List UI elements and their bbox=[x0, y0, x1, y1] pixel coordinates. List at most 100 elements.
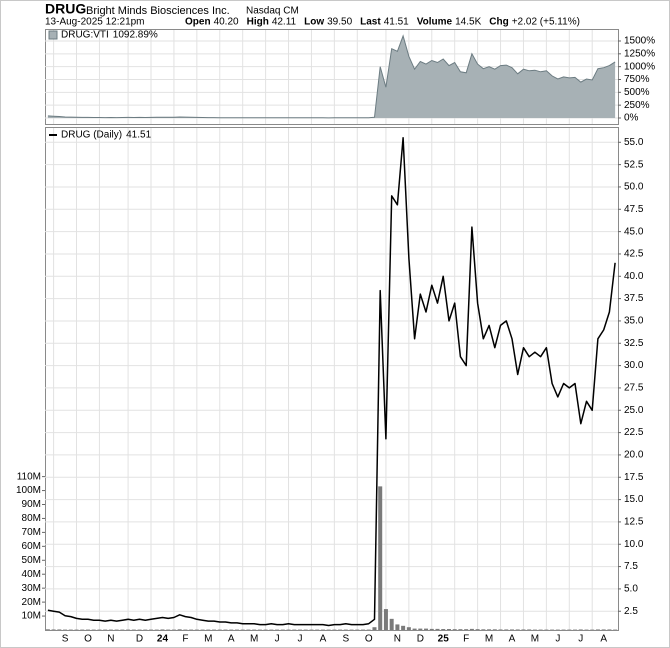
exchange: Nasdaq CM bbox=[246, 6, 299, 17]
volume-bar bbox=[469, 628, 474, 630]
quote-value: +2.02 (+5.11%) bbox=[512, 17, 580, 28]
x-tick-label: O bbox=[365, 634, 373, 645]
x-tick-label: A bbox=[509, 634, 516, 645]
volume-bar bbox=[372, 627, 377, 630]
y2-tick-label: 90M bbox=[22, 499, 41, 510]
y-tick-label: 5.0 bbox=[624, 584, 638, 595]
volume-bar bbox=[464, 629, 469, 630]
y-tick-label: 50.0 bbox=[624, 182, 644, 193]
y-tick-label: 45.0 bbox=[624, 226, 644, 237]
volume-bar bbox=[401, 625, 406, 630]
quote: Open 40.20 High 42.11 Low 39.50 Last 41.51 Volum… bbox=[185, 17, 580, 28]
volume-bar bbox=[487, 629, 492, 630]
volume-bar bbox=[498, 629, 503, 630]
volume-bar bbox=[177, 629, 182, 630]
y-tick-label: 17.5 bbox=[624, 472, 644, 483]
y-tick-label: 20.0 bbox=[624, 450, 644, 461]
y-tick-label: 30.0 bbox=[624, 360, 644, 371]
volume-bar bbox=[504, 629, 509, 630]
volume-bar bbox=[418, 628, 423, 630]
legend-name: DRUG:VTI bbox=[61, 30, 109, 41]
price-panel bbox=[45, 127, 619, 631]
volume-bar bbox=[492, 629, 497, 630]
x-tick-label: O bbox=[84, 634, 92, 645]
x-tick-label: A bbox=[600, 634, 607, 645]
rs-panel bbox=[45, 29, 619, 125]
legend-value: 41.51 bbox=[126, 130, 151, 141]
quote-value: 39.50 bbox=[327, 17, 352, 28]
quote-value: 41.51 bbox=[384, 17, 409, 28]
y-tick-label: 15.0 bbox=[624, 494, 644, 505]
quote-value: 40.20 bbox=[214, 17, 239, 28]
y3-tick-label: 250% bbox=[624, 100, 650, 111]
quote-label: Volume bbox=[417, 17, 453, 28]
y2-tick-label: 10M bbox=[22, 611, 41, 622]
volume-bar bbox=[424, 628, 429, 630]
volume-bar bbox=[527, 629, 532, 630]
x-tick-label: M bbox=[250, 634, 258, 645]
y2-tick-label: 50M bbox=[22, 555, 41, 566]
volume-bar bbox=[383, 609, 388, 630]
y2-tick-label: 30M bbox=[22, 583, 41, 594]
y-tick-label: 47.5 bbox=[624, 204, 644, 215]
y-tick-label: 22.5 bbox=[624, 427, 644, 438]
x-tick-label: M bbox=[485, 634, 493, 645]
volume-bar bbox=[57, 629, 62, 630]
rs-line bbox=[47, 34, 616, 119]
quote-label: Chg bbox=[489, 17, 508, 28]
x-tick-label: A bbox=[320, 634, 327, 645]
legend-value: 1092.89% bbox=[113, 30, 158, 41]
quote-label: Last bbox=[360, 17, 381, 28]
y-tick-label: 10.0 bbox=[624, 539, 644, 550]
y-tick-label: 35.0 bbox=[624, 316, 644, 327]
y-tick-label: 37.5 bbox=[624, 293, 644, 304]
y3-tick-label: 1000% bbox=[624, 61, 655, 72]
volume-bar bbox=[435, 628, 440, 630]
legend-swatch bbox=[48, 30, 58, 40]
volume-bar bbox=[578, 629, 583, 630]
volume-bar bbox=[446, 629, 451, 630]
volume-bar bbox=[389, 618, 394, 630]
y3-tick-label: 1250% bbox=[624, 48, 655, 59]
y-tick-label: 25.0 bbox=[624, 405, 644, 416]
y-tick-label: 12.5 bbox=[624, 517, 644, 528]
y2-tick-label: 70M bbox=[22, 527, 41, 538]
volume-bar bbox=[429, 628, 434, 630]
x-tick-label: N bbox=[107, 634, 114, 645]
x-tick-label: A bbox=[228, 634, 235, 645]
y-tick-label: 27.5 bbox=[624, 383, 644, 394]
y2-tick-label: 40M bbox=[22, 569, 41, 580]
y3-tick-label: 500% bbox=[624, 87, 650, 98]
x-tick-label: 25 bbox=[438, 634, 450, 645]
x-tick-label: J bbox=[297, 634, 302, 645]
y-tick-label: 2.5 bbox=[624, 606, 638, 617]
volume-bar bbox=[441, 629, 446, 630]
volume-bar bbox=[406, 627, 411, 630]
volume-bar bbox=[458, 629, 463, 630]
symbol: DRUG bbox=[45, 1, 86, 17]
quote-label: High bbox=[247, 17, 269, 28]
y2-tick-label: 20M bbox=[22, 597, 41, 608]
quote-label: Low bbox=[304, 17, 324, 28]
volume-bar bbox=[481, 629, 486, 630]
y2-tick-label: 110M bbox=[17, 471, 41, 482]
volume-bar bbox=[601, 629, 606, 630]
volume-bar bbox=[515, 629, 520, 630]
y2-tick-label: 100M bbox=[16, 485, 41, 496]
y2-tick-label: 60M bbox=[22, 541, 41, 552]
y2-tick-label: 80M bbox=[22, 513, 41, 524]
y3-tick-label: 0% bbox=[624, 113, 639, 124]
y3-tick-label: 1500% bbox=[624, 36, 655, 47]
quote-label: Open bbox=[185, 17, 211, 28]
x-tick-label: F bbox=[182, 634, 188, 645]
volume-bar bbox=[412, 628, 417, 630]
volume-bar bbox=[509, 629, 515, 630]
x-tick-label: M bbox=[204, 634, 212, 645]
x-tick-label: S bbox=[342, 634, 349, 645]
x-tick-label: 24 bbox=[157, 634, 169, 645]
y-tick-label: 40.0 bbox=[624, 271, 644, 282]
date: 13-Aug-2025 12:21pm bbox=[45, 17, 145, 28]
x-tick-label: J bbox=[275, 634, 280, 645]
x-tick-label: J bbox=[555, 634, 560, 645]
